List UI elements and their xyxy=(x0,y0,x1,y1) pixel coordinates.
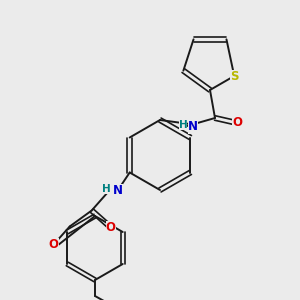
Text: O: O xyxy=(232,116,242,130)
Text: O: O xyxy=(106,221,116,234)
Text: O: O xyxy=(49,238,59,251)
Text: N: N xyxy=(188,121,198,134)
Text: H: H xyxy=(178,120,188,130)
Text: H: H xyxy=(102,184,111,194)
Text: S: S xyxy=(230,70,238,83)
Text: N: N xyxy=(113,184,123,197)
